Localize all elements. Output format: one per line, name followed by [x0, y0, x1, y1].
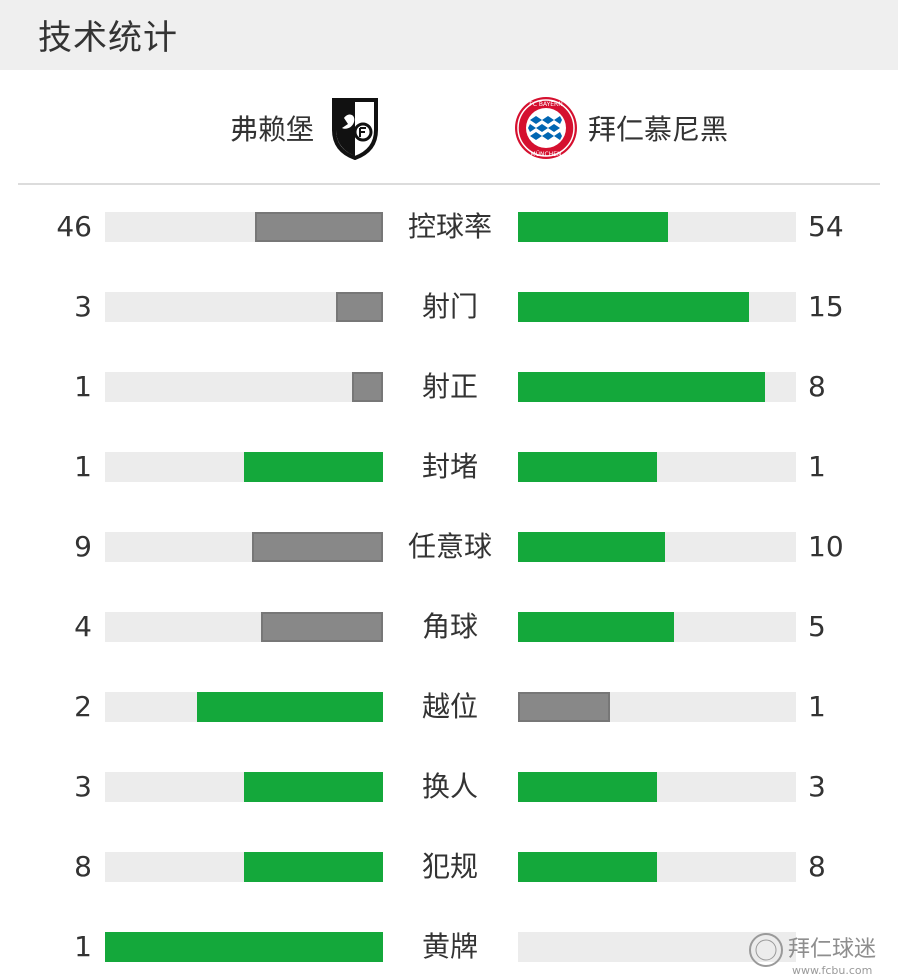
stat-label: 封堵 — [421, 450, 478, 483]
page-title: 技术统计 — [38, 18, 178, 58]
home-stat-bar — [244, 452, 383, 482]
stat-row: 9 任意球 10 — [0, 530, 898, 563]
stat-row: 2 越位 1 — [0, 690, 898, 723]
away-stat-bar-track — [518, 292, 796, 322]
stat-label: 越位 — [421, 690, 478, 723]
stat-label: 控球率 — [407, 210, 492, 243]
away-stat-bar-track — [518, 772, 796, 802]
home-stat-bar-track — [105, 852, 383, 882]
away-stat-bar — [518, 852, 657, 882]
stat-row: 1 射正 8 — [0, 370, 898, 403]
home-stat-value: 4 — [74, 610, 92, 643]
home-stat-bar — [352, 372, 383, 402]
home-team-name: 弗赖堡 — [229, 113, 314, 146]
stat-label: 任意球 — [407, 530, 492, 563]
home-stat-value: 9 — [74, 530, 92, 563]
home-stat-bar-track — [105, 212, 383, 242]
away-stat-bar — [518, 612, 674, 642]
away-stat-bar-track — [518, 532, 796, 562]
away-stat-bar-track — [518, 212, 796, 242]
stat-label: 犯规 — [421, 850, 478, 883]
away-stat-bar — [518, 772, 657, 802]
away-stat-bar-track — [518, 692, 796, 722]
home-stat-bar — [261, 612, 383, 642]
home-stat-bar — [197, 692, 383, 722]
teams-row: 弗赖堡 — [0, 70, 898, 184]
stat-label: 黄牌 — [421, 930, 478, 963]
home-stat-bar-track — [105, 932, 383, 962]
away-stat-value: 1 — [808, 450, 826, 483]
away-stat-value: 8 — [808, 370, 826, 403]
home-stat-bar-track — [105, 532, 383, 562]
home-stat-value: 8 — [74, 850, 92, 883]
stat-label: 射门 — [421, 290, 478, 323]
away-stat-bar-track — [518, 452, 796, 482]
away-stat-bar — [518, 212, 668, 242]
away-stat-value: 5 — [808, 610, 826, 643]
away-stat-value: 54 — [808, 210, 844, 243]
home-stat-bar — [255, 212, 383, 242]
home-stat-bar — [244, 852, 383, 882]
away-stat-bar — [518, 692, 610, 722]
home-stat-bar — [105, 932, 383, 962]
freiburg-crest-icon — [330, 96, 380, 164]
home-stat-bar-track — [105, 372, 383, 402]
away-stat-value: 3 — [808, 770, 826, 803]
fcbu-watermark-icon: 拜仁球迷 www.fcbu.com — [748, 924, 898, 980]
bayern-logo-text-bottom: MÜNCHEN — [530, 151, 561, 158]
home-stat-bar — [336, 292, 383, 322]
header-bar: 技术统计 — [0, 0, 898, 70]
away-stat-bar — [518, 532, 665, 562]
away-stat-value: 1 — [808, 690, 826, 723]
bayern-logo-text-top: FC BAYERN — [529, 101, 562, 108]
away-stat-bar-track — [518, 852, 796, 882]
away-stat-bar — [518, 452, 657, 482]
divider — [18, 183, 880, 185]
stat-label: 换人 — [421, 770, 478, 803]
watermark-url: www.fcbu.com — [792, 964, 872, 977]
away-stat-value: 15 — [808, 290, 844, 323]
home-stat-bar-track — [105, 292, 383, 322]
away-stat-bar — [518, 292, 749, 322]
away-stat-bar — [518, 372, 765, 402]
bayern-munich-crest-icon: FC BAYERN MÜNCHEN — [514, 96, 578, 164]
stat-label: 射正 — [421, 370, 478, 403]
home-stat-bar — [244, 772, 383, 802]
stat-row: 1 封堵 1 — [0, 450, 898, 483]
home-stat-bar-track — [105, 692, 383, 722]
away-team-name: 拜仁慕尼黑 — [588, 113, 729, 146]
home-stat-value: 1 — [74, 450, 92, 483]
stat-label: 角球 — [421, 610, 478, 643]
stat-row: 4 角球 5 — [0, 610, 898, 643]
home-stat-bar-track — [105, 772, 383, 802]
home-stat-value: 3 — [74, 290, 92, 323]
watermark-text: 拜仁球迷 — [788, 937, 876, 962]
home-stat-bar-track — [105, 452, 383, 482]
home-stat-bar — [252, 532, 383, 562]
away-stat-bar-track — [518, 372, 796, 402]
home-stat-bar-track — [105, 612, 383, 642]
stat-row: 3 换人 3 — [0, 770, 898, 803]
home-stat-value: 1 — [74, 370, 92, 403]
home-stat-value: 46 — [56, 210, 92, 243]
away-stat-value: 8 — [808, 850, 826, 883]
stat-row: 46 控球率 54 — [0, 210, 898, 243]
stat-row: 8 犯规 8 — [0, 850, 898, 883]
home-stat-value: 1 — [74, 930, 92, 963]
home-stat-value: 3 — [74, 770, 92, 803]
home-stat-value: 2 — [74, 690, 92, 723]
stat-row: 3 射门 15 — [0, 290, 898, 323]
away-stat-bar-track — [518, 612, 796, 642]
away-stat-value: 10 — [808, 530, 844, 563]
